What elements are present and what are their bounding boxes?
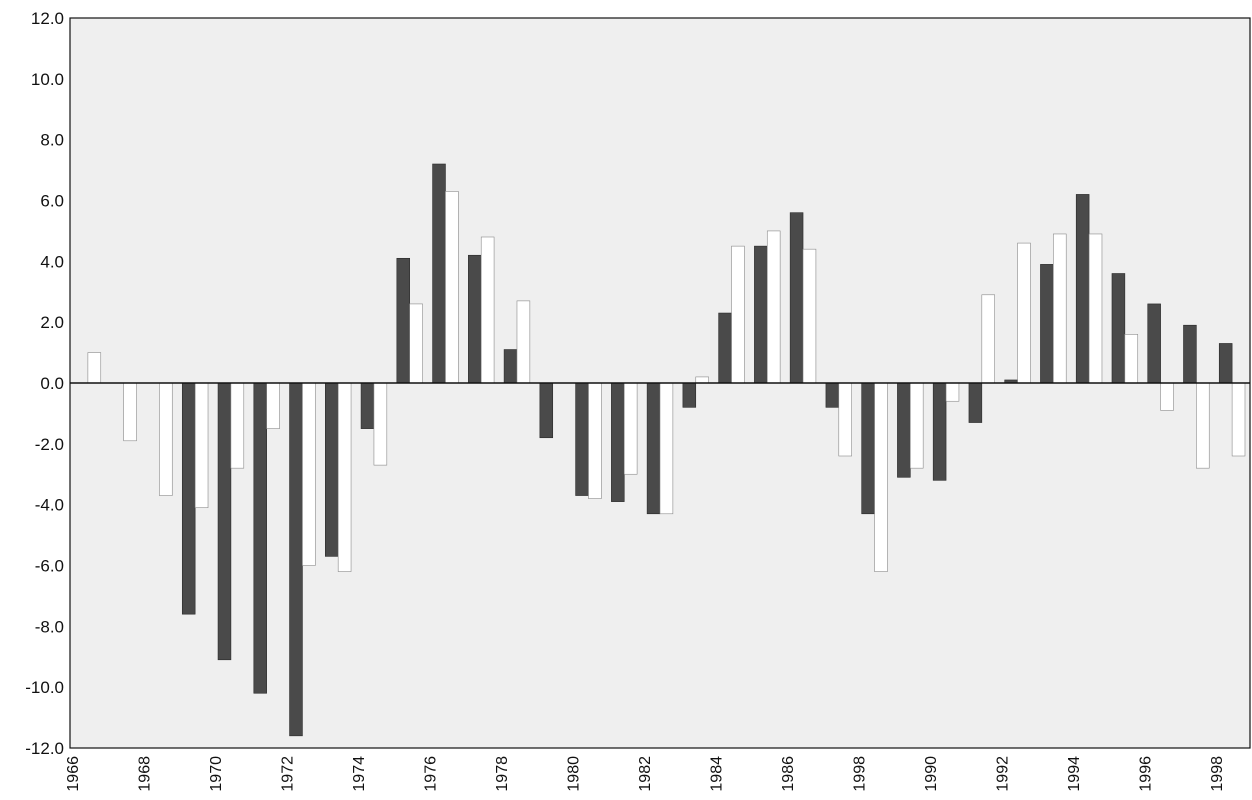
bar-series2-1982: [659, 382, 674, 515]
x-tick-label: 1968: [137, 756, 154, 792]
bar-series1-1984: [718, 312, 732, 384]
bar-series1-1985: [754, 245, 768, 384]
bar-series2-1971: [266, 382, 280, 429]
x-tick-label: 1998: [852, 756, 869, 792]
bar-series2-1966: [87, 352, 102, 384]
bar-series2-1987: [838, 382, 852, 457]
bar-series1-1980: [575, 382, 589, 496]
x-tick-label: 1976: [423, 756, 440, 792]
bar-series2-1969: [194, 382, 209, 509]
bar-series2-1973: [337, 382, 352, 572]
bar-series1-1981: [611, 382, 625, 502]
bar-series1-1995: [1111, 273, 1126, 384]
bar-series1-1970: [217, 382, 232, 661]
bar-series1-1973: [325, 382, 339, 557]
y-tick-label: 6.0: [40, 192, 64, 211]
x-tick-label: 1982: [637, 756, 654, 792]
bar-series2-1967: [123, 382, 137, 442]
bar-series2-1989: [909, 382, 924, 469]
bar-series1-1998: [861, 382, 875, 515]
bar-series2-1998: [1231, 382, 1246, 457]
bar-series2-1993: [1053, 233, 1067, 384]
bar-series1-1993: [1040, 264, 1054, 384]
bar-series2-1975: [409, 303, 423, 384]
bar-series2-1986: [802, 248, 817, 384]
bar-series2-1977: [480, 236, 495, 384]
bar-series2-1968: [159, 382, 173, 496]
y-tick-label: 8.0: [40, 131, 64, 150]
bar-series2-1985: [766, 230, 781, 384]
bar-series2-1978: [516, 300, 531, 384]
x-tick-label: 1980: [566, 756, 583, 792]
x-tick-label: 1994: [1066, 756, 1083, 792]
x-tick-label: 1998: [1209, 756, 1226, 792]
bar-series2-1984: [731, 245, 745, 384]
bar-series2-1983: [695, 376, 709, 384]
y-tick-label: 0.0: [40, 374, 64, 393]
bar-series1-1972: [289, 382, 303, 737]
x-tick-label: 1972: [280, 756, 297, 792]
bar-series1-1971: [253, 382, 267, 694]
x-tick-label: 1990: [923, 756, 940, 792]
y-tick-label: 10.0: [31, 70, 64, 89]
bar-series2-1970: [230, 382, 245, 469]
y-tick-label: -4.0: [35, 496, 64, 515]
x-tick-label: 1970: [208, 756, 225, 792]
y-tick-label: -10.0: [25, 678, 64, 697]
x-tick-label: 1966: [65, 756, 82, 792]
bar-series2-1990: [945, 382, 960, 402]
y-tick-label: 2.0: [40, 313, 64, 332]
x-tick-label: 1974: [351, 756, 368, 792]
bar-series1-1998: [1218, 343, 1233, 384]
bar-series2-1980: [588, 382, 602, 499]
bar-series2-1991: [981, 294, 995, 384]
bar-series1-1976: [432, 163, 446, 384]
bar-series2-1996: [1160, 382, 1174, 411]
bar-series1-1977: [468, 254, 482, 384]
bar-series1-1979: [539, 382, 554, 439]
bar-series2-1976: [445, 191, 459, 384]
x-tick-label: 1992: [995, 756, 1012, 792]
bar-series1-1982: [646, 382, 661, 515]
y-tick-label: -8.0: [35, 617, 64, 636]
bar-series1-1991: [968, 382, 983, 423]
bar-series1-1997: [1183, 324, 1197, 384]
bar-series1-1969: [181, 382, 196, 615]
bar-series1-1983: [682, 382, 697, 408]
bar-series1-1975: [396, 257, 410, 384]
bar-series1-1994: [1075, 194, 1090, 384]
bar-series2-1981: [623, 382, 638, 475]
x-tick-label: 1984: [709, 756, 726, 792]
bar-series2-1994: [1088, 233, 1103, 384]
y-tick-label: 12.0: [31, 9, 64, 28]
y-tick-label: 4.0: [40, 252, 64, 271]
y-tick-label: -12.0: [25, 739, 64, 758]
x-tick-label: 1996: [1138, 756, 1155, 792]
bar-series2-1972: [302, 382, 316, 566]
plot-frame: [69, 17, 1251, 749]
y-tick-label: -6.0: [35, 557, 64, 576]
y-tick-label: -2.0: [35, 435, 64, 454]
x-tick-label: 1978: [494, 756, 511, 792]
bar-series2-1997: [1196, 382, 1210, 469]
x-tick-label: 1986: [780, 756, 797, 792]
bar-series1-1986: [789, 212, 804, 384]
bar-series2-1974: [373, 382, 388, 466]
bar-series1-1990: [932, 382, 947, 481]
bar-series1-1989: [897, 382, 911, 478]
bar-series1-1987: [825, 382, 840, 408]
bar-series1-1996: [1147, 303, 1161, 384]
bar-series2-1992: [1017, 242, 1031, 384]
bar-series1-1978: [503, 349, 518, 384]
bar-series1-1974: [360, 382, 375, 429]
bar-series2-1998: [874, 382, 888, 572]
bar-series2-1995: [1124, 334, 1139, 384]
